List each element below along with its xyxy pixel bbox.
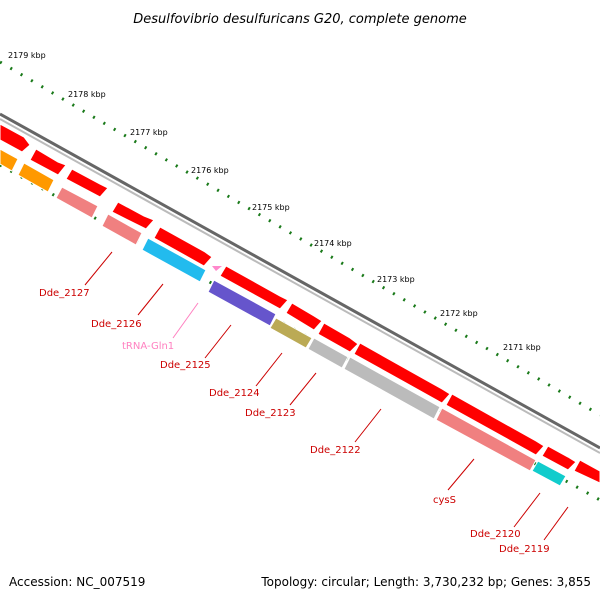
callout-line — [354, 408, 382, 443]
kbp-label: 2171 kbp — [503, 343, 541, 352]
gene-feature — [343, 356, 441, 420]
reverse-strand-features — [0, 148, 567, 487]
gene-feature — [269, 317, 313, 349]
gene-feature — [65, 168, 109, 198]
kbp-label: 2179 kbp — [8, 51, 46, 60]
gene-feature — [141, 237, 207, 283]
gene-label-dde-2120: Dde_2120 — [470, 529, 521, 540]
gene-label-cyss: cysS — [433, 495, 456, 506]
gene-feature — [0, 123, 31, 153]
gene-feature — [531, 460, 567, 487]
gene-feature — [29, 148, 67, 176]
trna-feature — [212, 266, 222, 271]
gene-feature — [55, 186, 99, 219]
gene-feature — [101, 213, 143, 246]
callout-line — [255, 352, 283, 387]
callout-lines — [84, 251, 569, 541]
gene-label-dde-2127: Dde_2127 — [39, 288, 90, 299]
gene-label-dde-2126: Dde_2126 — [91, 319, 142, 330]
gene-feature — [541, 445, 577, 471]
gene-label-dde-2123: Dde_2123 — [245, 408, 296, 419]
kbp-label: 2178 kbp — [68, 90, 106, 99]
gene-feature — [219, 265, 289, 310]
kbp-label: 2175 kbp — [252, 203, 290, 212]
gene-label-dde-2119: Dde_2119 — [499, 544, 550, 555]
gene-label-dde-2122: Dde_2122 — [310, 445, 361, 456]
callout-line — [543, 506, 569, 541]
kbp-scale: 2179 kbp 2178 kbp 2177 kbp 2176 kbp 2175… — [8, 51, 541, 352]
callout-line — [447, 458, 475, 491]
gene-feature — [317, 322, 359, 353]
gene-label-trna-gln1: tRNA-Gln1 — [122, 341, 174, 352]
kbp-label: 2173 kbp — [377, 275, 415, 284]
callout-line — [289, 372, 317, 406]
accession-label: Accession: NC_007519 — [9, 575, 145, 589]
gene-feature — [307, 337, 349, 369]
gene-feature — [573, 459, 600, 484]
gene-label-dde-2124: Dde_2124 — [209, 388, 260, 399]
topology-label: Topology: circular; Length: 3,730,232 bp… — [260, 575, 591, 589]
gene-labels: Dde_2127 Dde_2126 tRNA-Gln1 Dde_2125 Dde… — [39, 288, 550, 555]
gene-label-dde-2125: Dde_2125 — [160, 360, 211, 371]
genome-title: Desulfovibrio desulfuricans G20, complet… — [133, 12, 467, 27]
gene-feature — [285, 302, 323, 331]
gene-feature — [17, 162, 55, 193]
gene-feature — [445, 393, 545, 456]
backbone-line-shadow — [0, 118, 600, 454]
kbp-label: 2174 kbp — [314, 239, 352, 248]
callout-line — [84, 251, 113, 286]
gene-feature — [207, 279, 277, 327]
gene-feature — [111, 201, 155, 230]
kbp-label: 2177 kbp — [130, 128, 168, 137]
gene-feature — [0, 148, 19, 172]
gene-feature — [435, 407, 537, 472]
callout-line — [172, 302, 199, 339]
callout-line — [204, 324, 232, 359]
scale-ring-outer — [0, 60, 600, 417]
callout-line — [513, 492, 541, 528]
callout-line — [137, 283, 164, 316]
backbone-line — [0, 112, 600, 450]
kbp-label: 2172 kbp — [440, 309, 478, 318]
kbp-label: 2176 kbp — [191, 166, 229, 175]
gene-feature — [353, 342, 451, 404]
forward-strand-features — [0, 123, 600, 484]
gene-feature — [153, 226, 213, 267]
